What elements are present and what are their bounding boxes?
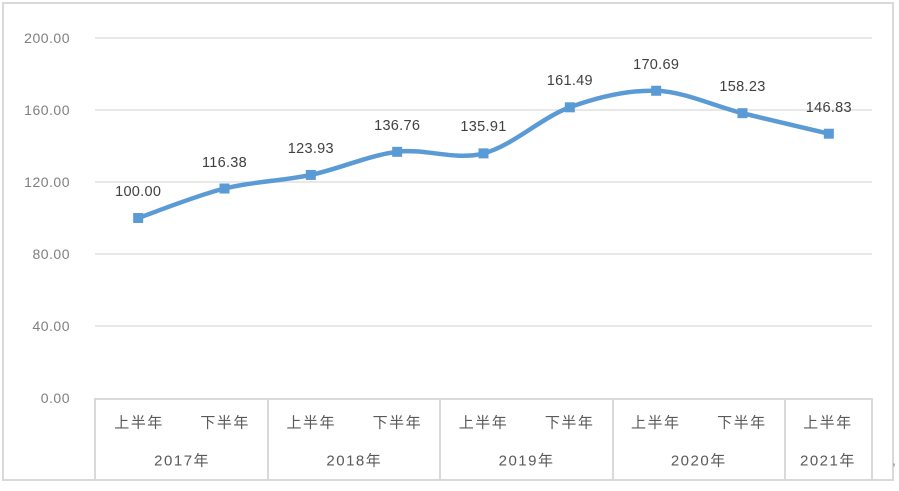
data-point-marker <box>564 102 575 113</box>
data-point-label: 170.69 <box>633 56 680 73</box>
x-axis-half-year-label: 下半年 <box>717 414 767 432</box>
data-point-marker <box>823 128 834 139</box>
category-group-divider <box>267 400 270 479</box>
data-point-label: 146.83 <box>805 99 852 116</box>
stray-mark: , <box>892 452 896 468</box>
x-axis-year-label: 2021年 <box>800 452 856 470</box>
data-point-label: 158.23 <box>719 79 766 96</box>
x-axis-half-year-label: 上半年 <box>458 414 509 432</box>
x-axis-half-year-label: 下半年 <box>372 414 423 432</box>
chart-border[interactable] <box>2 2 894 481</box>
category-group-divider <box>783 400 786 479</box>
x-axis-half-year-label: 下半年 <box>200 414 250 432</box>
x-axis-category-table: 上半年 下半年 2017年 上半年 下半年 2018年 上半年 下半年 2019年 上半年 下半年 2… <box>94 398 873 481</box>
data-point-label: 161.49 <box>546 73 593 90</box>
y-axis-tick-label: 120.00 <box>24 174 70 190</box>
x-axis-year-label: 2019年 <box>498 452 555 470</box>
data-point-label: 100.00 <box>115 184 162 200</box>
x-axis-half-year-label: 下半年 <box>544 414 595 432</box>
data-point-marker <box>651 85 662 96</box>
y-axis-tick-label: 200.00 <box>24 30 70 46</box>
category-group-divider <box>611 400 614 479</box>
data-point-label: 116.38 <box>201 154 248 171</box>
x-axis-half-year-label: 上半年 <box>803 414 853 432</box>
y-axis-tick-label: 40.00 <box>32 318 70 334</box>
x-axis-year-label: 2018年 <box>326 452 383 470</box>
data-point-label: 123.93 <box>287 140 334 157</box>
data-point-label: 136.76 <box>374 117 421 134</box>
data-point-marker <box>305 169 316 180</box>
data-point-marker <box>392 146 403 157</box>
data-point-marker <box>737 108 748 119</box>
x-axis-half-year-label: 上半年 <box>630 414 681 432</box>
y-axis-tick-label: 160.00 <box>24 102 70 118</box>
data-point-marker <box>478 148 489 159</box>
x-axis-year-label: 2020年 <box>670 452 727 470</box>
data-point-label: 135.91 <box>460 119 507 136</box>
data-point-marker <box>133 213 144 223</box>
x-axis-half-year-label: 上半年 <box>114 414 164 432</box>
y-axis-tick-label: 80.00 <box>32 246 70 262</box>
x-axis-half-year-label: 上半年 <box>286 414 337 432</box>
y-axis-tick-label: 0.00 <box>40 390 70 406</box>
data-point-marker <box>219 183 230 194</box>
x-axis-year-label: 2017年 <box>154 452 211 470</box>
category-group-divider <box>439 400 442 479</box>
